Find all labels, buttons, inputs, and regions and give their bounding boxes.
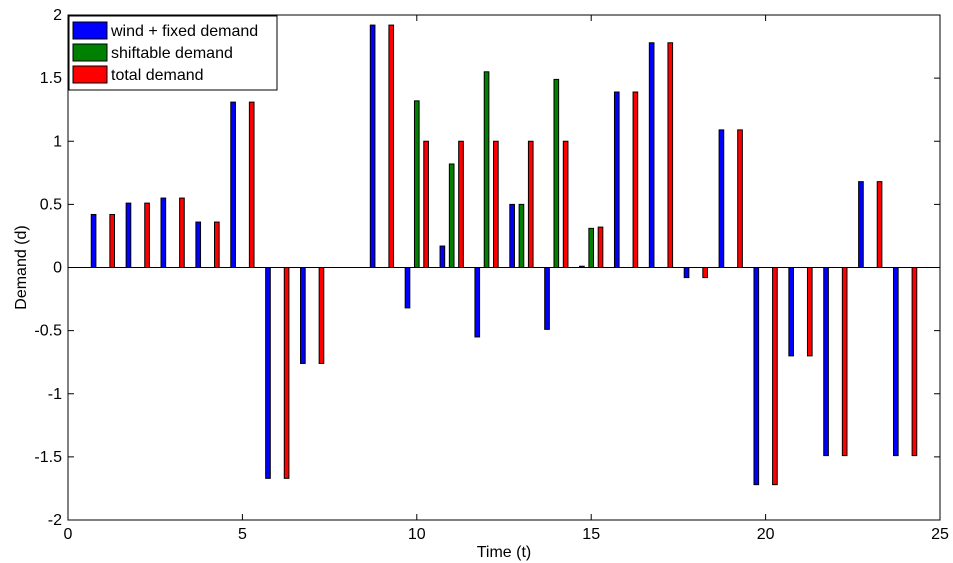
bar-total-t9 (388, 24, 395, 268)
bar-total-t16 (632, 91, 639, 269)
bar-total-t24 (911, 267, 918, 457)
legend-entry-label: wind + fixed demand (110, 23, 258, 40)
legend-entry-label: shiftable demand (111, 45, 233, 62)
bar-wind-fixed-t7 (300, 267, 306, 364)
y-tick-label: -1 (48, 386, 62, 403)
bar-total-t7 (318, 267, 325, 364)
bar-total-t13 (527, 140, 534, 268)
y-tick-label: -1.5 (34, 449, 62, 466)
bars-layer (90, 24, 918, 486)
bar-wind-fixed-t24 (892, 267, 899, 457)
bar-wind-fixed-t13 (509, 203, 515, 269)
bar-wind-fixed-t10 (404, 267, 411, 309)
bar-shiftable-t10 (413, 100, 420, 268)
bar-total-t4 (214, 221, 220, 269)
bar-wind-fixed-t14 (544, 267, 550, 330)
x-tick-label: 0 (64, 526, 73, 543)
x-tick-label: 20 (757, 526, 775, 543)
x-tick-label: 10 (408, 526, 426, 543)
bar-total-t22 (841, 267, 848, 457)
bar-total-t17 (667, 42, 674, 268)
bar-shiftable-t11 (448, 163, 455, 268)
bar-total-t20 (772, 267, 778, 486)
bar-total-t23 (876, 181, 883, 268)
y-axis-label: Demand (d) (13, 225, 30, 309)
bar-total-t2 (144, 202, 150, 268)
bar-wind-fixed-t1 (90, 213, 97, 268)
bar-wind-fixed-t22 (823, 267, 829, 457)
bar-wind-fixed-t20 (753, 267, 760, 486)
bar-wind-fixed-t12 (474, 267, 481, 338)
bar-wind-fixed-t9 (369, 24, 376, 268)
bar-wind-fixed-t6 (265, 267, 271, 479)
bar-total-t11 (458, 140, 464, 268)
bar-total-t19 (737, 129, 743, 268)
bar-wind-fixed-t5 (230, 101, 236, 268)
bar-wind-fixed-t23 (858, 181, 864, 268)
x-tick-label: 5 (238, 526, 247, 543)
legend: wind + fixed demand shiftable demand total… (68, 15, 278, 91)
y-tick-label: -0.5 (34, 323, 62, 340)
bar-wind-fixed-t16 (613, 91, 620, 269)
bar-total-t10 (423, 140, 429, 268)
bar-total-t18 (702, 267, 708, 279)
bar-total-t12 (493, 140, 499, 268)
bar-wind-fixed-t3 (160, 197, 167, 268)
bar-shiftable-t14 (553, 78, 560, 268)
x-axis-label: Time (t) (477, 544, 532, 561)
legend-swatch (72, 43, 108, 62)
y-tick-label: -2 (48, 512, 62, 529)
bar-total-t5 (248, 101, 255, 268)
bar-wind-fixed-t18 (683, 267, 690, 279)
y-tick-label: 0 (53, 260, 62, 277)
bar-wind-fixed-t2 (125, 202, 132, 268)
legend-swatch (72, 65, 108, 84)
legend-swatch (72, 21, 108, 40)
legend-entry-label: total demand (111, 67, 204, 84)
bar-wind-fixed-t21 (788, 267, 794, 357)
bar-total-t1 (109, 213, 116, 268)
y-tick-label: 1.5 (40, 70, 62, 87)
bar-total-t14 (562, 140, 569, 268)
y-tick-label: 2 (53, 7, 62, 24)
bar-total-t6 (283, 267, 290, 479)
bar-total-t3 (179, 197, 185, 268)
bar-wind-fixed-t11 (439, 245, 446, 268)
bar-wind-fixed-t19 (718, 129, 725, 268)
bar-shiftable-t15 (588, 227, 595, 268)
x-tick-label: 15 (582, 526, 600, 543)
y-tick-label: 0.5 (40, 196, 62, 213)
bar-wind-fixed-t17 (648, 42, 655, 268)
ticks-layer: 0 5 10 15 20 25 -2 -1.5 -1 -0.5 0 0.5 1 1.5 2 (34, 7, 949, 543)
x-tick-label: 25 (931, 526, 949, 543)
y-tick-label: 1 (53, 133, 62, 150)
bar-wind-fixed-t4 (195, 221, 202, 269)
bar-total-t21 (806, 267, 813, 357)
bar-total-t15 (597, 226, 604, 269)
bar-shiftable-t12 (483, 71, 490, 268)
bar-shiftable-t13 (518, 203, 525, 269)
